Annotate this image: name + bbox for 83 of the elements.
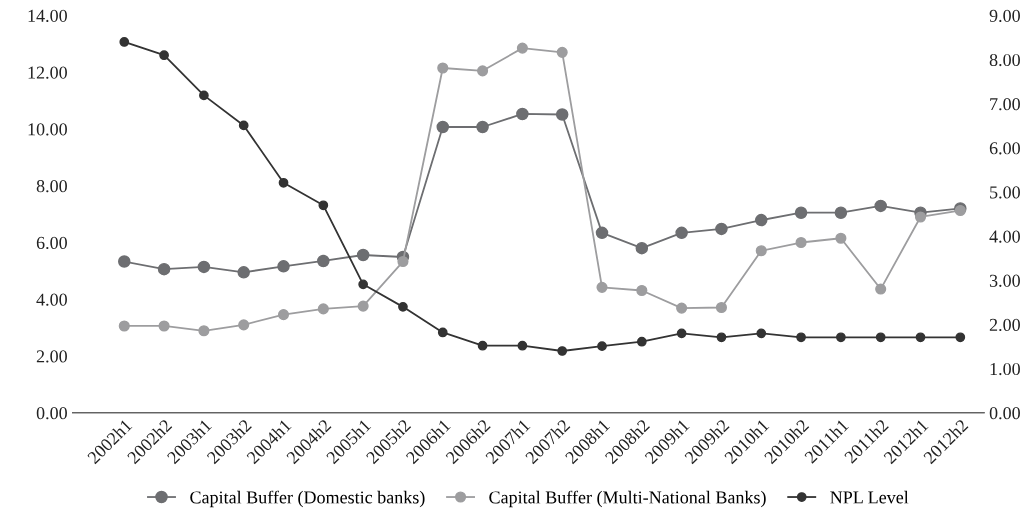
point xyxy=(715,222,728,236)
point xyxy=(437,327,448,338)
point xyxy=(915,332,926,343)
point xyxy=(277,309,290,321)
point xyxy=(836,332,846,343)
point xyxy=(555,108,569,121)
point xyxy=(636,336,647,347)
y-tick-label: 6.00 xyxy=(36,236,67,250)
point xyxy=(835,232,847,244)
point xyxy=(516,107,529,121)
point xyxy=(636,284,648,297)
point xyxy=(356,248,370,262)
point xyxy=(755,213,768,227)
point xyxy=(278,177,289,188)
point xyxy=(238,319,250,331)
point xyxy=(796,332,806,343)
point xyxy=(159,50,169,61)
y-tick-label: 4.00 xyxy=(36,293,67,306)
point xyxy=(277,260,290,273)
point xyxy=(875,332,886,343)
point xyxy=(118,320,130,332)
point xyxy=(556,46,568,58)
point xyxy=(317,303,329,315)
y2-tick-label: 1.00 xyxy=(990,362,1020,376)
point xyxy=(597,341,607,352)
point xyxy=(398,301,408,312)
y2-tick-label: 7.00 xyxy=(990,98,1020,111)
point xyxy=(477,340,488,351)
point xyxy=(158,320,170,332)
point xyxy=(595,226,609,240)
point xyxy=(197,260,211,274)
point xyxy=(955,332,966,343)
point xyxy=(755,245,767,257)
legend-label: NPL Level xyxy=(830,490,909,504)
y2-tick-label: 3.00 xyxy=(989,274,1020,287)
point xyxy=(157,262,171,276)
point xyxy=(795,236,807,249)
y-tick-label: 12.00 xyxy=(28,66,67,79)
point xyxy=(476,120,489,134)
y-tick-label: 10.00 xyxy=(28,123,67,136)
y-tick-label: 8.00 xyxy=(36,180,67,193)
legend-label: Capital Buffer (Domestic banks) xyxy=(190,490,425,508)
point xyxy=(715,301,728,314)
point xyxy=(716,332,727,343)
point xyxy=(635,241,649,255)
y-tick-label: 0.00 xyxy=(36,407,67,420)
y2-tick-label: 4.00 xyxy=(989,230,1020,243)
point xyxy=(557,346,568,356)
point xyxy=(357,300,369,312)
point xyxy=(517,340,528,351)
y2-tick-label: 6.00 xyxy=(989,142,1020,155)
point xyxy=(238,120,249,131)
point xyxy=(119,37,130,47)
point xyxy=(358,279,369,290)
point xyxy=(914,211,927,223)
y2-tick-label: 0.00 xyxy=(989,407,1020,420)
point xyxy=(118,255,131,268)
point xyxy=(794,206,808,219)
point xyxy=(199,90,209,101)
y2-tick-label: 9.00 xyxy=(989,9,1020,22)
point xyxy=(676,302,688,314)
point xyxy=(477,65,489,77)
point xyxy=(875,283,887,295)
point xyxy=(317,254,330,268)
y2-tick-label: 5.00 xyxy=(990,186,1020,199)
point xyxy=(676,328,687,339)
y2-tick-label: 8.00 xyxy=(989,53,1020,67)
point xyxy=(596,281,608,293)
y2-tick-label: 2.00 xyxy=(989,318,1020,332)
point xyxy=(237,266,250,279)
point xyxy=(675,226,688,240)
point xyxy=(516,42,528,54)
point xyxy=(397,255,409,268)
point xyxy=(874,199,887,213)
point xyxy=(436,120,450,134)
point xyxy=(198,325,210,337)
y-tick-label: 2.00 xyxy=(36,350,67,363)
legend-label: Capital Buffer (Multi-National Banks) xyxy=(489,490,766,508)
point xyxy=(756,328,767,339)
point xyxy=(318,200,329,211)
point xyxy=(834,206,848,219)
point xyxy=(437,62,449,74)
y-tick-label: 14.00 xyxy=(28,9,67,22)
